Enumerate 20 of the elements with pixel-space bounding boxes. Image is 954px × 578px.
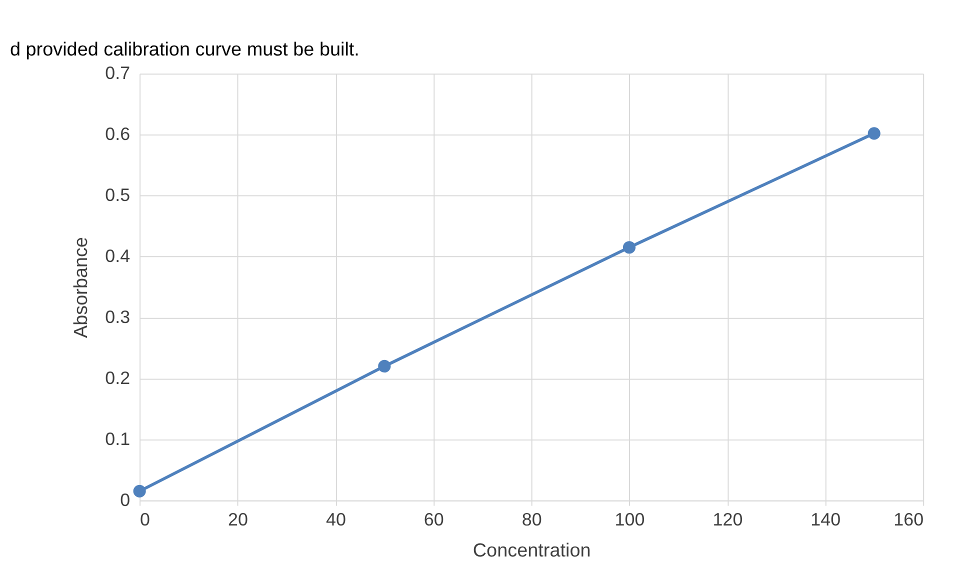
x-tick-label: 160 [894,510,924,530]
x-tick-label: 140 [810,510,841,530]
y-tick-label: 0.4 [105,246,130,266]
x-tick-label: 60 [424,510,444,530]
text: d provided calibration curve must be built. [10,40,360,61]
y-axis-title: Absorbance [71,236,92,338]
y-tick-label: 0.1 [105,428,130,449]
x-tick-label: 0 [140,510,150,530]
x-axis-title: Concentration [472,540,591,562]
x-tick-label: 100 [614,510,645,530]
x-tick-label: 120 [712,510,743,530]
x-tick-label: 20 [228,510,248,530]
y-tick-label: 0.6 [105,124,130,144]
y-tick-label: 0.7 [105,63,130,84]
y-tick-label: 0 [120,490,130,510]
x-tick-label: 40 [326,510,346,530]
y-tick-label: 0.3 [105,306,130,327]
y-tick-label: 0.2 [105,368,130,388]
y-tick-label: 0.5 [105,185,130,206]
x-tick-label: 80 [522,510,542,530]
